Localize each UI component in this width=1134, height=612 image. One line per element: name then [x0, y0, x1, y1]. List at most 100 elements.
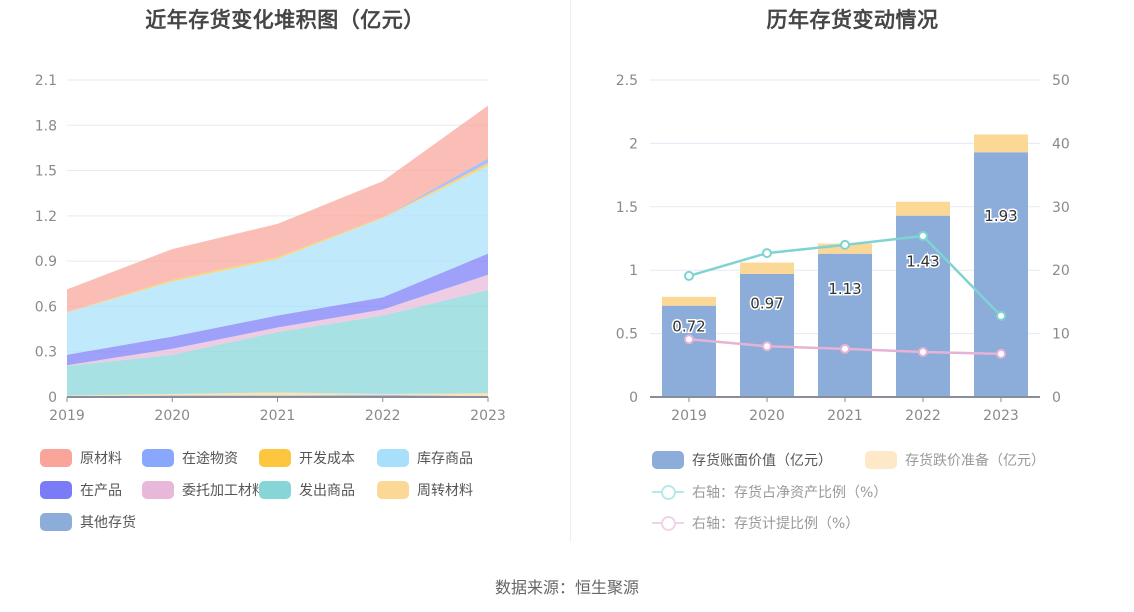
data-source: 数据来源：恒生聚源: [494, 578, 639, 597]
left-chart-title: 近年存货变化堆积图（亿元）: [145, 8, 425, 32]
line-point: [684, 334, 694, 345]
x-tick-label: 2022: [905, 408, 941, 424]
bar-book-value: [818, 253, 872, 397]
legend-item[interactable]: 右轴：存货占净资产比例（%）: [652, 482, 887, 502]
legend-label: 开发成本: [299, 451, 355, 467]
bar-line-panel: 历年存货变动情况 0 0.5 1 1.5 2 2.5 0 10 20 30 40 50 2019 2020…: [571, 0, 1134, 545]
x-tick-label: 2023: [983, 408, 1019, 424]
right-chart-title: 历年存货变动情况: [766, 8, 939, 32]
legend-swatch: [865, 451, 897, 469]
line-point: [762, 341, 772, 352]
y-left-tick-label: 1: [629, 263, 638, 279]
legend-item[interactable]: 在途物资: [142, 448, 238, 468]
legend-label: 发出商品: [299, 483, 355, 499]
legend-swatch: [652, 514, 684, 532]
bar-value-label: 0.72: [672, 317, 705, 335]
line-point: [762, 248, 772, 259]
legend-item[interactable]: 委托加工材料: [142, 480, 266, 500]
legend-label: 在产品: [80, 483, 122, 499]
legend-label: 在途物资: [182, 451, 238, 467]
legend-swatch: [652, 483, 684, 501]
y-right-tick-label: 20: [1052, 263, 1070, 279]
line-point: [996, 310, 1006, 321]
bar-impairment-reserve: [662, 296, 716, 306]
legend-swatch: [377, 481, 409, 499]
legend-label: 右轴：存货计提比例（%）: [692, 516, 860, 532]
x-tick-label: 2021: [827, 408, 863, 424]
legend-swatch: [40, 481, 72, 499]
legend-item[interactable]: 存货账面价值（亿元）: [652, 450, 832, 470]
area-周转材料: [67, 392, 488, 397]
legend-label: 右轴：存货占净资产比例（%）: [692, 485, 888, 501]
y-tick-label: 0: [48, 390, 57, 406]
y-left-tick-label: 0: [629, 390, 638, 406]
y-tick-label: 2.1: [35, 73, 57, 89]
legend-swatch: [142, 449, 174, 467]
y-tick-label: 1.2: [35, 209, 57, 225]
legend-label: 其他存货: [80, 515, 136, 531]
line-point: [918, 346, 928, 357]
legend-swatch: [377, 449, 409, 467]
legend-label: 委托加工材料: [182, 483, 266, 499]
legend-item[interactable]: 在产品: [40, 480, 122, 500]
bar-impairment-reserve: [896, 201, 950, 216]
legend-label: 存货跌价准备（亿元）: [905, 453, 1045, 469]
area-发出商品: [67, 289, 488, 396]
y-left-tick-label: 0.5: [616, 327, 638, 343]
y-right-tick-label: 30: [1052, 200, 1070, 216]
y-tick-label: 0.9: [35, 254, 57, 270]
line-point: [684, 270, 694, 281]
legend-swatch: [259, 449, 291, 467]
bar-book-value: [662, 305, 716, 397]
x-tick-label: 2020: [154, 408, 190, 424]
x-tick-label: 2022: [365, 408, 401, 424]
y-tick-label: 0.3: [35, 345, 57, 361]
area-在产品: [67, 253, 488, 366]
bar-value-label: 1.93: [984, 207, 1017, 225]
bar-book-value: [974, 152, 1028, 397]
x-tick-label: 2019: [49, 408, 85, 424]
stacked-area-panel: 近年存货变化堆积图（亿元） 0 0.3 0.6 0.9 1.2 1.5 1.8 2.1 2019…: [0, 0, 570, 545]
legend-swatch: [259, 481, 291, 499]
x-tick-label: 2020: [749, 408, 785, 424]
y-tick-label: 1.5: [35, 164, 57, 180]
legend-item[interactable]: 开发成本: [259, 448, 355, 468]
legend-item[interactable]: 原材料: [40, 448, 122, 468]
legend-item[interactable]: 发出商品: [259, 480, 355, 500]
bar-value-label: 1.13: [828, 280, 861, 298]
legend-swatch: [40, 513, 72, 531]
y-left-tick-label: 2.5: [616, 73, 638, 89]
legend-item[interactable]: 右轴：存货计提比例（%）: [652, 513, 859, 533]
line-point: [996, 348, 1006, 359]
y-left-tick-label: 2: [629, 136, 638, 152]
bar-impairment-reserve: [740, 262, 794, 275]
legend-item[interactable]: 其他存货: [40, 512, 136, 532]
legend-marker-circle-icon: [661, 485, 676, 500]
legend-marker-circle-icon: [661, 516, 676, 531]
line-point: [840, 343, 850, 354]
y-right-tick-label: 50: [1052, 73, 1070, 89]
legend-label: 存货账面价值（亿元）: [692, 453, 832, 469]
bar-value-label: 1.43: [906, 252, 939, 270]
y-tick-label: 1.8: [35, 118, 57, 134]
legend-swatch: [652, 451, 684, 469]
legend-swatch: [40, 449, 72, 467]
stacked-area-chart: 0 0.3 0.6 0.9 1.2 1.5 1.8 2.1 2019 2020 2021 2022 20…: [35, 73, 506, 424]
y-right-tick-label: 10: [1052, 327, 1070, 343]
x-tick-label: 2023: [470, 408, 506, 424]
bar-book-value: [740, 274, 794, 397]
y-tick-label: 0.6: [35, 299, 57, 315]
bar-impairment-reserve: [974, 134, 1028, 153]
legend-item[interactable]: 周转材料: [377, 480, 473, 500]
panel-divider: [570, 0, 571, 542]
bar-line-chart: 0 0.5 1 1.5 2 2.5 0 10 20 30 40 50 2019 2020 2021 2022 2…: [616, 73, 1070, 424]
legend-item[interactable]: 存货跌价准备（亿元）: [865, 450, 1045, 470]
area-原材料: [67, 105, 488, 313]
y-left-tick-label: 1.5: [616, 200, 638, 216]
legend-item[interactable]: 库存商品: [377, 448, 473, 468]
bar-value-label: 0.97: [750, 294, 783, 312]
x-tick-label: 2021: [260, 408, 296, 424]
legend-label: 原材料: [80, 451, 122, 467]
line-point: [840, 239, 850, 250]
legend-label: 周转材料: [417, 483, 473, 499]
